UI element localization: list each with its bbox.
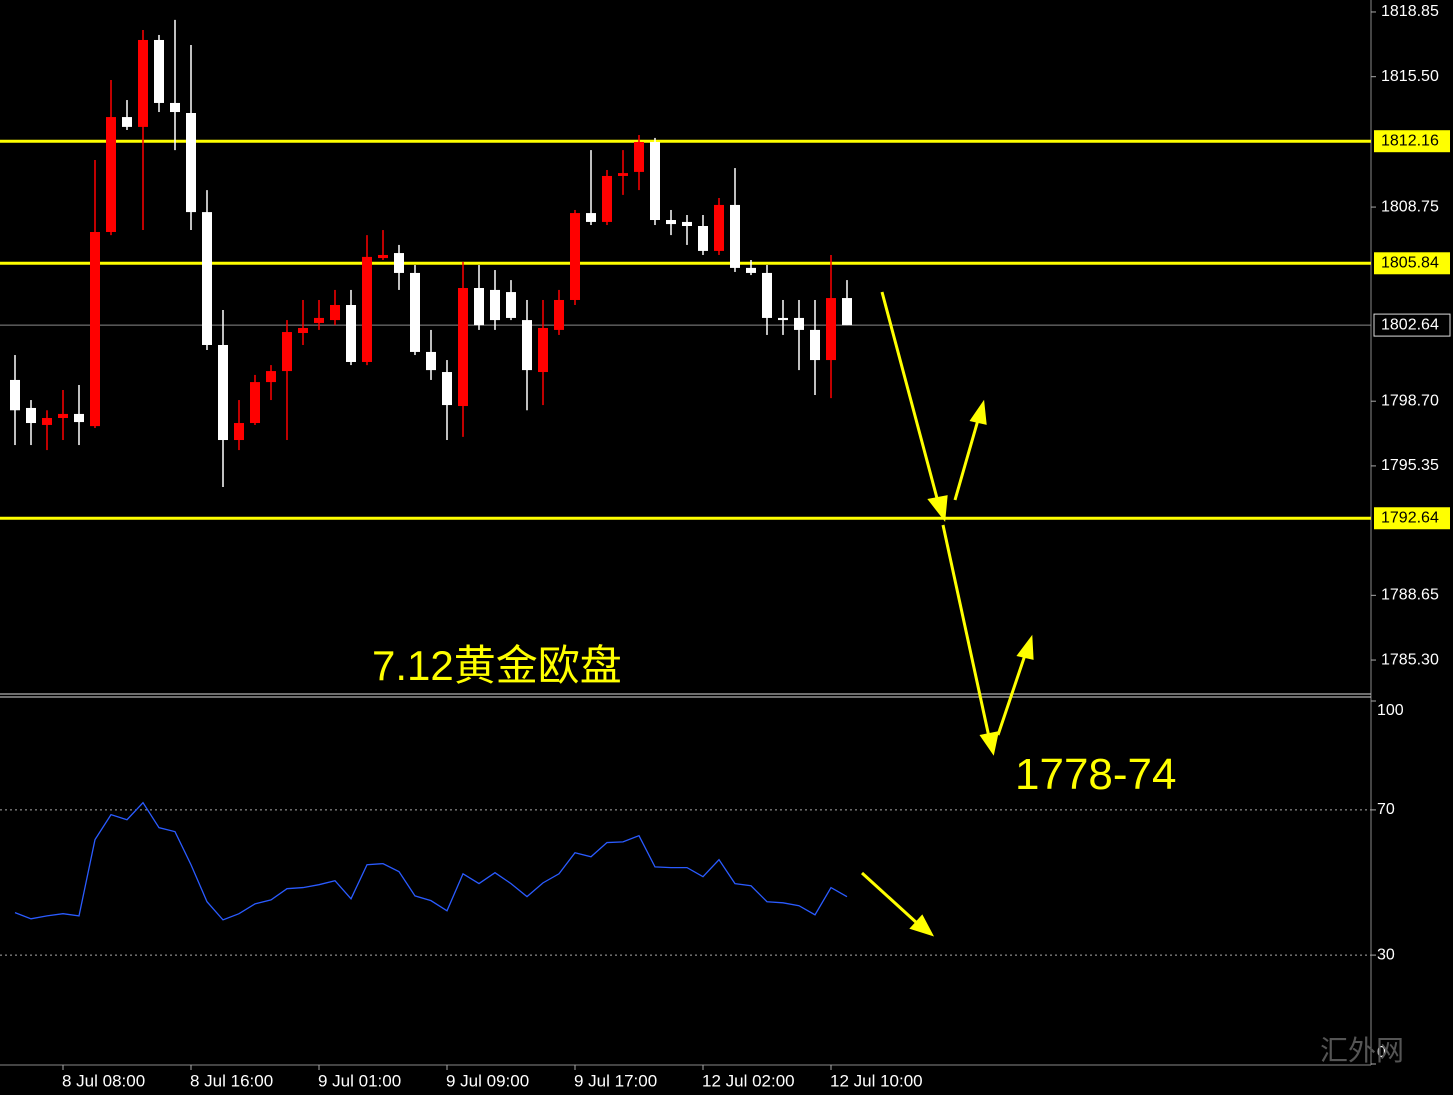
arrow — [953, 419, 980, 501]
candle-body — [106, 117, 116, 232]
price-label: 1802.64 — [1381, 316, 1439, 333]
candle-body — [810, 329, 820, 361]
y-tick-label: 100 — [1377, 702, 1404, 719]
candle-body — [762, 272, 772, 318]
candle-body — [698, 226, 708, 251]
level-label: 1812.16 — [1381, 132, 1439, 149]
arrow — [860, 871, 920, 926]
annotation: 1778-74 — [1015, 750, 1176, 799]
y-tick-label: 1795.35 — [1381, 457, 1439, 474]
x-tick-label: 9 Jul 17:00 — [574, 1071, 657, 1090]
watermark: 汇外网 — [1320, 1035, 1404, 1066]
candle-body — [138, 39, 148, 127]
candle-body — [266, 371, 276, 383]
candle-body — [826, 298, 836, 361]
candle-body — [74, 413, 84, 423]
candle-body — [682, 221, 692, 227]
candle-body — [26, 407, 36, 424]
candle-body — [202, 212, 212, 345]
y-tick-label: 1808.75 — [1381, 198, 1439, 215]
x-tick-label: 8 Jul 08:00 — [62, 1071, 145, 1090]
candle-body — [714, 204, 724, 251]
y-tick-label: 1788.65 — [1381, 587, 1439, 604]
candle-body — [58, 413, 68, 419]
level-label-box — [1374, 252, 1450, 275]
arrow-head — [969, 399, 987, 425]
y-tick-label: 0 — [1377, 1044, 1386, 1061]
x-tick-label: 12 Jul 02:00 — [702, 1071, 795, 1090]
candle-body — [314, 317, 324, 323]
candle-body — [170, 102, 180, 113]
candle-body — [490, 289, 500, 321]
y-tick-label: 70 — [1377, 801, 1395, 818]
candle-body — [330, 305, 340, 321]
candle-body — [186, 113, 196, 213]
candle-body — [298, 327, 308, 334]
candle-body — [42, 418, 52, 425]
candle-body — [554, 299, 564, 330]
candle-body — [650, 141, 660, 221]
candle-body — [154, 39, 164, 103]
y-tick-label: 30 — [1377, 946, 1395, 963]
candle-body — [634, 141, 644, 172]
x-tick-label: 8 Jul 16:00 — [190, 1071, 273, 1090]
annotation: 7.12黄金欧盘 — [372, 642, 622, 689]
arrow — [880, 291, 940, 503]
candle-body — [90, 231, 100, 427]
arrow-head — [1016, 634, 1034, 660]
candle-body — [378, 254, 388, 259]
candle-body — [362, 256, 372, 362]
candle-body — [666, 220, 676, 225]
candle-body — [426, 351, 436, 371]
candle-body — [538, 327, 548, 373]
candle-body — [522, 320, 532, 371]
candle-body — [618, 173, 628, 176]
x-tick-label: 12 Jul 10:00 — [830, 1071, 923, 1090]
candle-body — [794, 317, 804, 330]
rsi-line — [14, 801, 848, 921]
candle-body — [122, 117, 132, 127]
arrow-head — [909, 914, 935, 937]
candle-body — [410, 272, 420, 352]
candle-body — [250, 382, 260, 424]
y-tick-label: 1798.70 — [1381, 392, 1439, 409]
level-label-box — [1374, 130, 1450, 153]
candle-body — [442, 372, 452, 406]
candle-body — [10, 379, 20, 411]
candle-body — [506, 292, 516, 318]
level-label: 1805.84 — [1381, 254, 1439, 271]
candle-body — [234, 423, 244, 441]
forecast-arrows — [860, 291, 1034, 937]
arrow — [941, 524, 991, 738]
candle-body — [474, 288, 484, 326]
candle-body — [570, 213, 580, 300]
arrow-head — [927, 495, 948, 522]
candle-body — [730, 204, 740, 268]
marks: 1818.85 1815.50 1808.75 1798.70 1795.35 1788.… — [0, 3, 1451, 1090]
candle-body — [746, 267, 756, 273]
candle-body — [458, 288, 468, 407]
candle-body — [778, 317, 788, 321]
candle-body — [602, 175, 612, 222]
y-tick-label: 1818.85 — [1381, 3, 1439, 20]
y-tick-label: 1785.30 — [1381, 651, 1439, 668]
level-label-box — [1374, 507, 1450, 530]
y-tick-label: 1815.50 — [1381, 68, 1439, 85]
candle-body — [346, 305, 356, 362]
x-tick-label: 9 Jul 09:00 — [446, 1071, 529, 1090]
arrow — [996, 654, 1027, 736]
price-label-box — [1373, 313, 1451, 337]
candle-body — [586, 213, 596, 222]
x-tick-label: 9 Jul 01:00 — [318, 1071, 401, 1090]
candle-body — [218, 344, 228, 441]
candle-body — [394, 253, 404, 273]
candle-body — [842, 298, 852, 326]
level-label: 1792.64 — [1381, 509, 1439, 526]
candle-body — [282, 332, 292, 372]
arrow-head — [979, 731, 999, 756]
